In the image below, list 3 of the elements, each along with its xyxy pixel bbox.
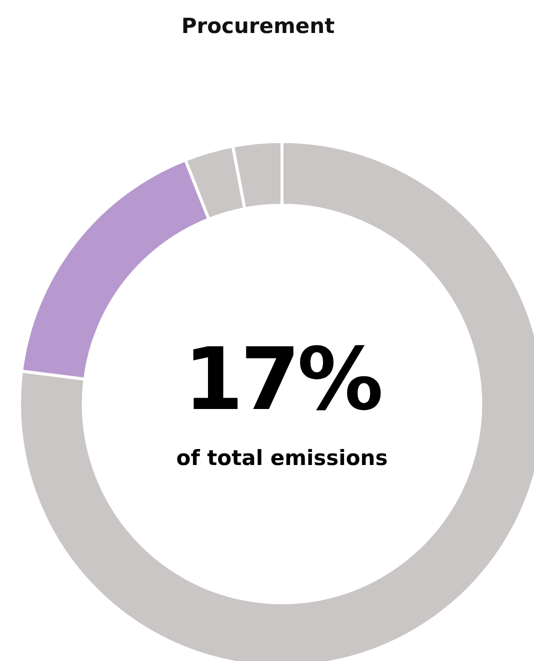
text: of total emissions xyxy=(175,446,389,470)
text: 17% xyxy=(182,330,382,430)
chart-title: Procurement xyxy=(180,14,336,38)
